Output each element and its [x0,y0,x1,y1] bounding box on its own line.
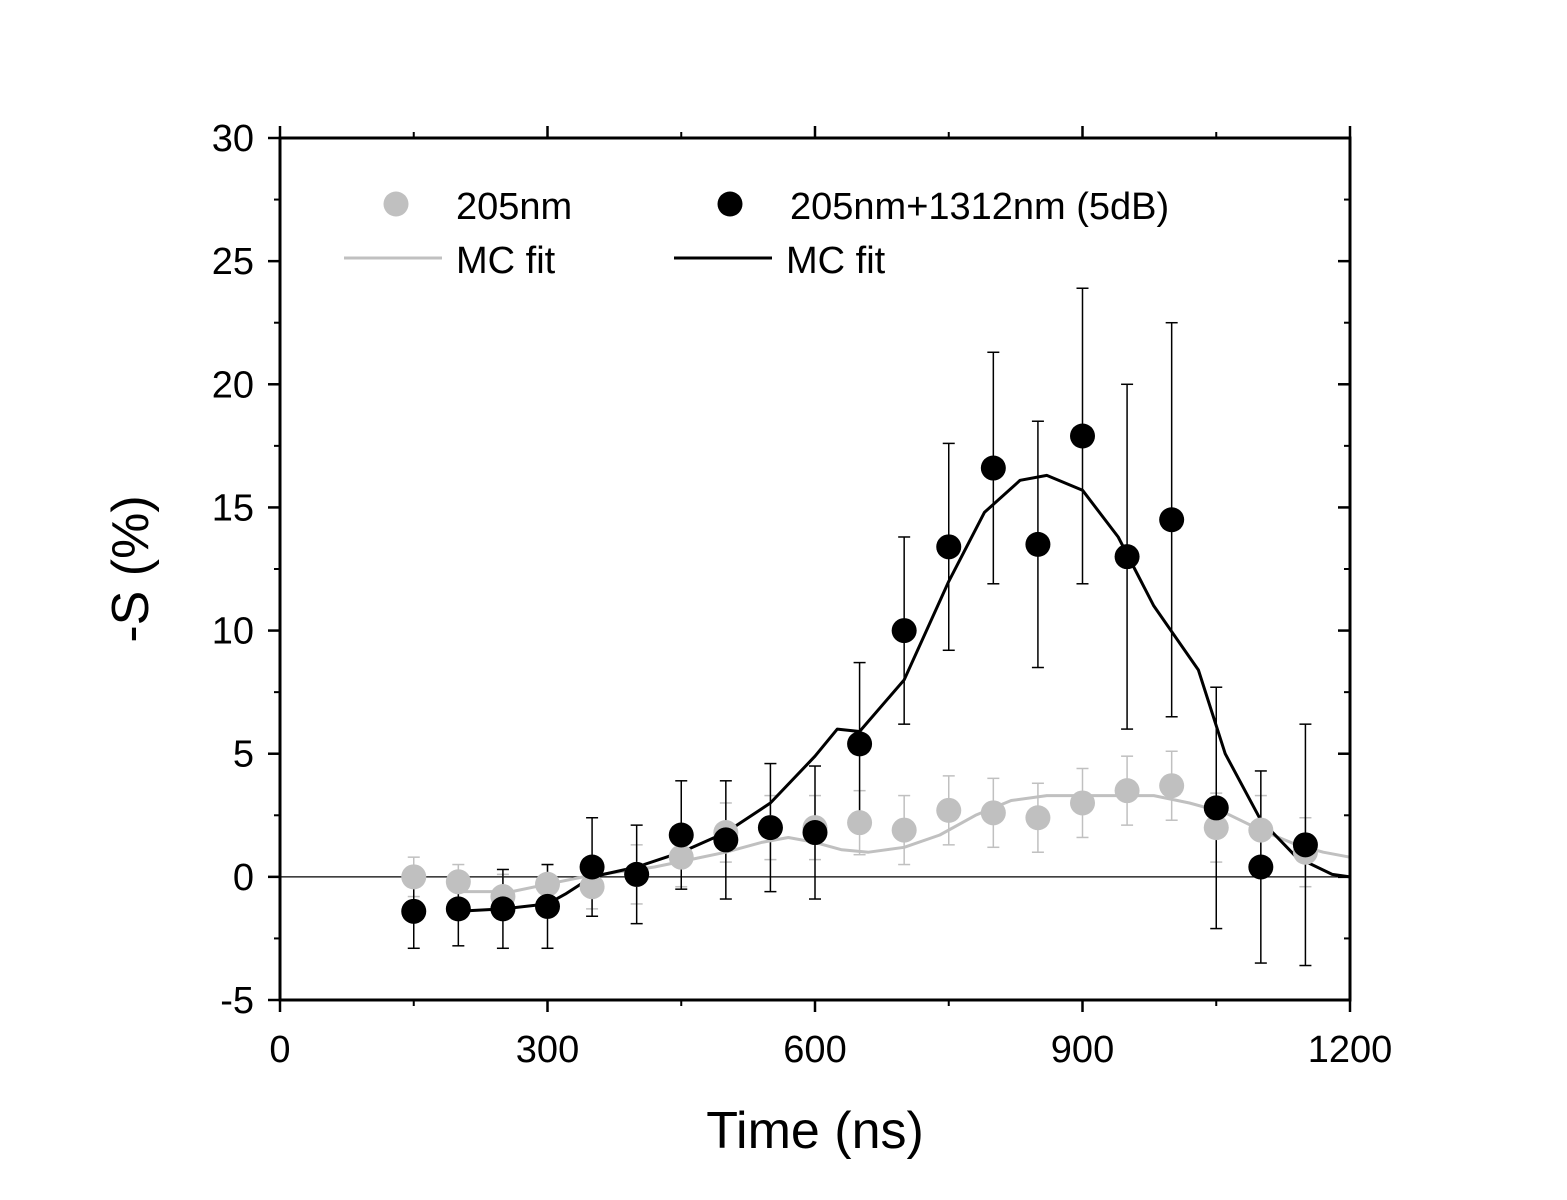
x-tick-label: 0 [269,1029,290,1071]
legend-marker [383,191,409,217]
y-tick-label: 5 [233,734,254,776]
data-point-0 [1159,773,1185,799]
y-tick-label: 10 [212,611,254,653]
data-point-0 [535,871,560,897]
y-axis-label: -S (%) [102,495,160,642]
y-tick-label: 25 [212,241,254,283]
data-point-0 [936,797,962,823]
data-point-1 [1203,795,1229,821]
data-point-0 [1025,805,1051,831]
data-point-1 [1025,531,1051,557]
data-point-1 [891,618,917,644]
data-point-1 [1248,854,1274,880]
legend-label: MC fit [456,240,556,282]
x-tick-label: 300 [516,1029,579,1071]
y-tick-label: -5 [220,980,254,1022]
data-point-1 [802,820,828,846]
data-point-0 [401,864,427,890]
x-tick-label: 600 [783,1029,846,1071]
data-point-1 [579,854,605,880]
data-point-layer [401,423,1318,924]
data-point-1 [757,815,783,841]
data-point-0 [1114,778,1140,804]
data-point-1 [668,822,694,848]
data-point-1 [980,455,1006,481]
data-point-0 [579,874,605,900]
data-point-0 [847,810,873,836]
data-point-1 [490,896,516,922]
data-point-0 [668,844,694,870]
data-point-0 [445,869,471,895]
legend-label: 205nm+1312nm (5dB) [790,186,1169,228]
legend-label: 205nm [456,186,572,228]
x-tick-label: 1200 [1308,1029,1393,1071]
y-tick-label: 30 [212,118,254,160]
legend-label: MC fit [786,240,886,282]
data-point-1 [713,827,739,853]
data-point-1 [1070,423,1095,449]
data-point-1 [624,861,650,887]
data-point-1 [1292,832,1318,858]
data-point-0 [1070,790,1095,816]
y-tick-label: 15 [212,487,254,529]
data-point-1 [1159,507,1185,533]
data-point-1 [445,896,471,922]
y-tick-label: 0 [233,857,254,899]
x-tick-label: 900 [1051,1029,1114,1071]
data-point-1 [847,731,873,757]
data-point-1 [535,893,560,919]
legend-marker [717,191,743,217]
data-point-0 [1248,817,1274,843]
data-point-0 [980,800,1006,826]
tick-layer: 0 300 600 900 1200 -5 0 5 10 15 20 25 30 [212,118,1393,1071]
data-point-0 [891,817,917,843]
y-tick-label: 20 [212,364,254,406]
data-point-0 [1203,815,1229,841]
data-point-1 [401,898,427,924]
x-axis-label: Time (ns) [706,1102,924,1160]
data-point-1 [936,534,962,560]
legend: 205nm 205nm+1312nm (5dB) MC fit MC fit [344,186,1169,282]
data-point-1 [1114,544,1140,570]
